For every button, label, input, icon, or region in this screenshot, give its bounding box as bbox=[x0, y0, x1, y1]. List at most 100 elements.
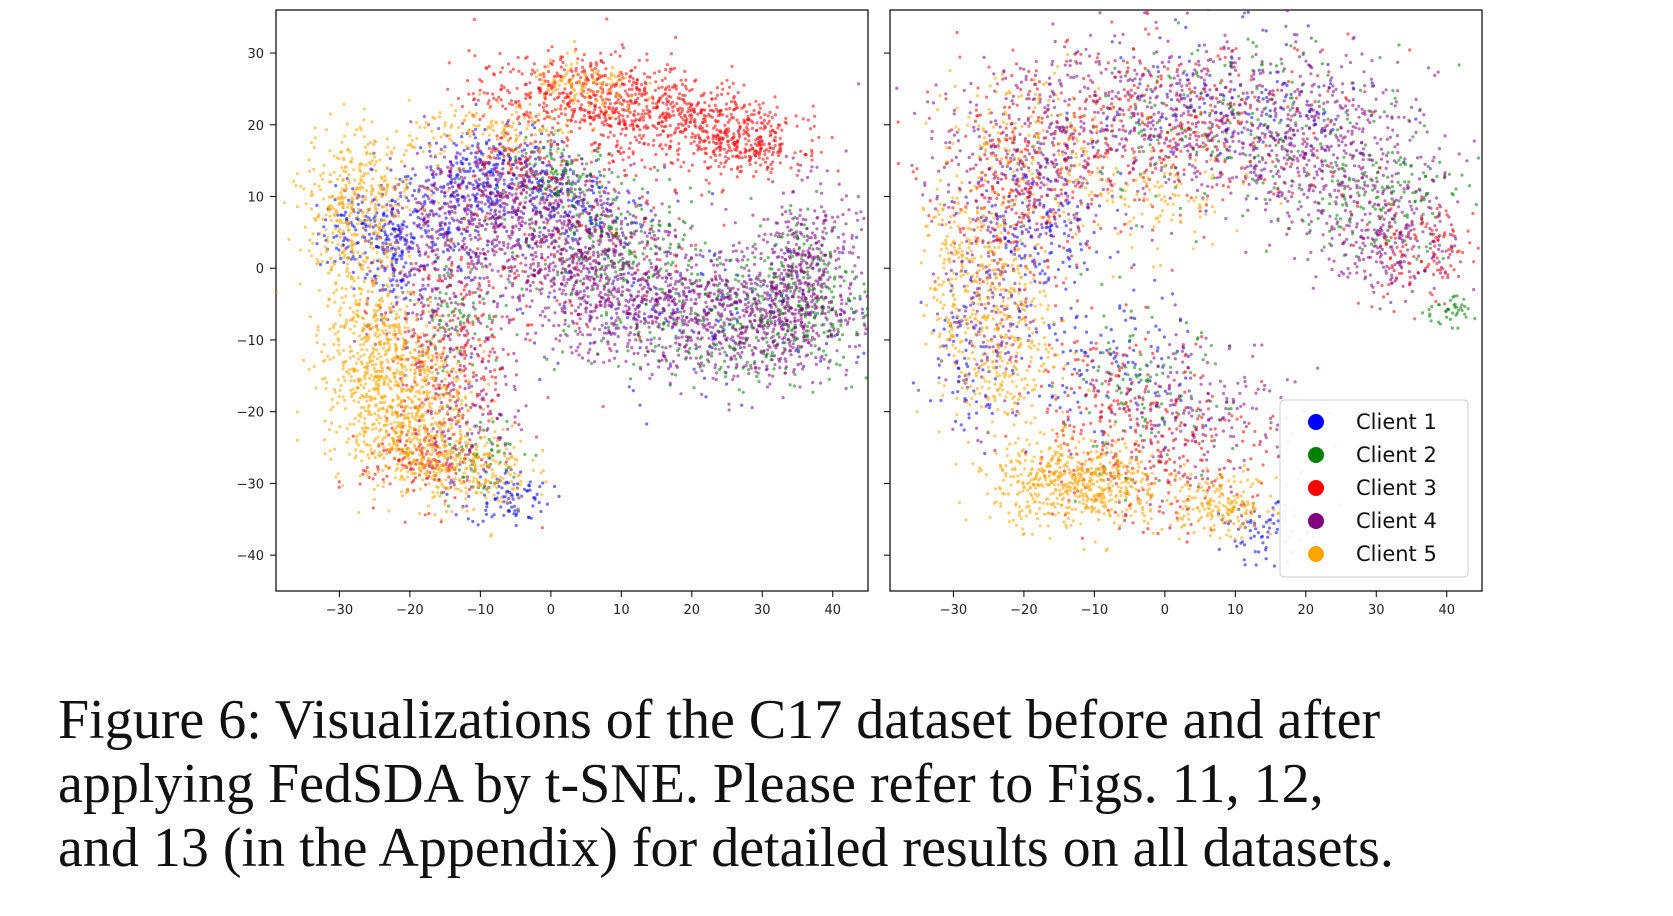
data-point bbox=[476, 98, 480, 102]
data-point bbox=[707, 294, 712, 298]
data-point bbox=[601, 405, 605, 409]
data-point bbox=[671, 109, 675, 113]
data-point bbox=[810, 151, 814, 155]
data-point bbox=[747, 139, 751, 143]
data-point bbox=[583, 119, 587, 123]
data-point bbox=[703, 241, 707, 245]
data-point bbox=[631, 389, 635, 393]
data-point bbox=[855, 235, 859, 239]
data-point bbox=[514, 192, 518, 196]
data-point bbox=[666, 133, 670, 137]
data-point bbox=[567, 226, 572, 230]
data-point bbox=[598, 221, 602, 225]
data-point bbox=[498, 51, 502, 56]
data-point bbox=[802, 223, 807, 227]
data-point bbox=[641, 297, 646, 301]
data-point bbox=[576, 332, 580, 336]
data-point bbox=[653, 125, 657, 129]
data-point bbox=[669, 133, 673, 137]
data-point bbox=[342, 213, 346, 217]
data-point bbox=[533, 120, 537, 125]
data-point bbox=[508, 280, 512, 284]
data-point bbox=[474, 225, 478, 229]
data-point bbox=[435, 248, 440, 252]
data-point bbox=[739, 322, 743, 326]
data-point bbox=[784, 333, 788, 337]
data-point bbox=[702, 140, 706, 144]
data-point bbox=[434, 253, 438, 257]
data-point bbox=[624, 278, 629, 282]
data-point bbox=[643, 246, 647, 250]
data-point bbox=[579, 297, 584, 301]
data-point bbox=[644, 302, 648, 306]
data-point bbox=[649, 261, 653, 266]
data-point bbox=[601, 88, 605, 92]
data-point bbox=[473, 136, 477, 140]
data-point bbox=[564, 237, 568, 241]
data-point bbox=[748, 102, 752, 106]
data-point bbox=[508, 158, 512, 163]
data-point bbox=[874, 293, 877, 296]
data-point bbox=[596, 239, 600, 243]
data-point bbox=[411, 194, 415, 198]
data-point bbox=[667, 85, 671, 89]
data-point bbox=[629, 377, 633, 381]
data-point bbox=[413, 173, 417, 177]
data-point bbox=[570, 115, 575, 119]
data-point bbox=[664, 143, 668, 147]
data-point bbox=[333, 224, 337, 228]
data-point bbox=[461, 121, 465, 126]
data-point bbox=[575, 229, 579, 233]
data-point bbox=[459, 269, 463, 273]
data-point bbox=[588, 247, 592, 251]
data-point bbox=[398, 254, 402, 258]
data-point bbox=[318, 262, 322, 267]
data-point bbox=[880, 326, 883, 329]
data-point bbox=[501, 104, 505, 108]
data-point bbox=[343, 210, 348, 214]
data-point bbox=[495, 198, 499, 202]
data-point bbox=[572, 266, 576, 270]
data-point bbox=[474, 179, 478, 183]
data-point bbox=[802, 331, 806, 335]
data-point bbox=[466, 225, 470, 229]
data-point bbox=[390, 207, 394, 211]
data-point bbox=[559, 57, 563, 62]
data-point bbox=[660, 124, 664, 128]
data-point bbox=[713, 153, 718, 158]
data-point bbox=[607, 105, 611, 109]
data-point bbox=[472, 132, 476, 136]
data-point bbox=[709, 331, 714, 335]
data-point bbox=[391, 227, 395, 231]
data-point bbox=[459, 280, 463, 284]
data-point bbox=[591, 244, 595, 248]
data-point bbox=[656, 272, 660, 276]
data-point bbox=[383, 230, 387, 234]
data-point bbox=[473, 332, 477, 336]
data-point bbox=[556, 361, 560, 365]
data-point bbox=[682, 233, 687, 237]
data-point bbox=[754, 149, 758, 153]
data-point bbox=[560, 91, 564, 95]
data-point bbox=[442, 490, 446, 494]
data-point bbox=[704, 395, 708, 399]
data-point bbox=[472, 17, 476, 21]
data-point bbox=[560, 55, 565, 59]
data-point bbox=[565, 144, 569, 148]
data-point bbox=[494, 213, 498, 217]
data-point bbox=[771, 150, 776, 154]
data-point bbox=[458, 152, 462, 156]
data-point bbox=[561, 154, 565, 158]
data-point bbox=[522, 205, 526, 209]
data-point bbox=[410, 480, 414, 484]
data-point bbox=[596, 250, 600, 254]
data-point bbox=[642, 220, 646, 224]
data-point bbox=[616, 122, 621, 126]
data-point bbox=[365, 272, 369, 276]
data-point bbox=[566, 138, 570, 142]
data-point bbox=[523, 200, 527, 204]
data-point bbox=[553, 175, 557, 180]
data-point bbox=[482, 378, 487, 382]
data-point bbox=[788, 289, 793, 293]
